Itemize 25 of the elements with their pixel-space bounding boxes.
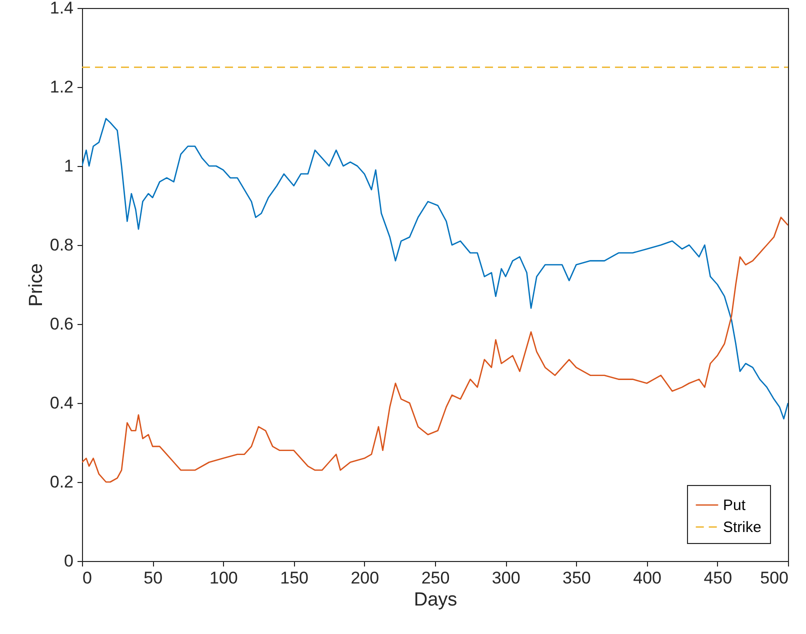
x-tick-label: 350 bbox=[562, 568, 591, 588]
y-tick-label: 0.6 bbox=[50, 314, 74, 334]
x-tick-label: 400 bbox=[633, 568, 662, 588]
legend-label: Put bbox=[723, 497, 746, 514]
y-tick-label: 0 bbox=[64, 552, 74, 570]
line-series bbox=[82, 216, 788, 483]
y-tick-label: 0.4 bbox=[50, 394, 74, 412]
x-tick-label: 450 bbox=[704, 568, 732, 588]
y-tick-label: 1.4 bbox=[50, 0, 74, 18]
x-tick-label: 500 bbox=[760, 568, 788, 588]
y-axis-title: Price bbox=[26, 263, 47, 307]
y-tick-label: 0.8 bbox=[50, 236, 74, 254]
x-tick-label: 100 bbox=[210, 568, 238, 588]
y-tick-label: 1.2 bbox=[50, 78, 74, 96]
x-tick-label: 200 bbox=[350, 568, 380, 588]
line-series bbox=[82, 118, 788, 420]
x-tick-label: 0 bbox=[82, 568, 92, 588]
y-tick-label: 1 bbox=[64, 156, 74, 176]
legend-label: Strike bbox=[723, 519, 762, 536]
x-tick-label: 50 bbox=[144, 568, 163, 588]
x-axis-title: Days bbox=[414, 590, 458, 610]
x-tick-label: 300 bbox=[492, 568, 520, 588]
y-tick-label: 0.2 bbox=[50, 472, 74, 492]
x-tick-label: 150 bbox=[280, 568, 308, 588]
x-tick-label: 250 bbox=[421, 568, 450, 588]
